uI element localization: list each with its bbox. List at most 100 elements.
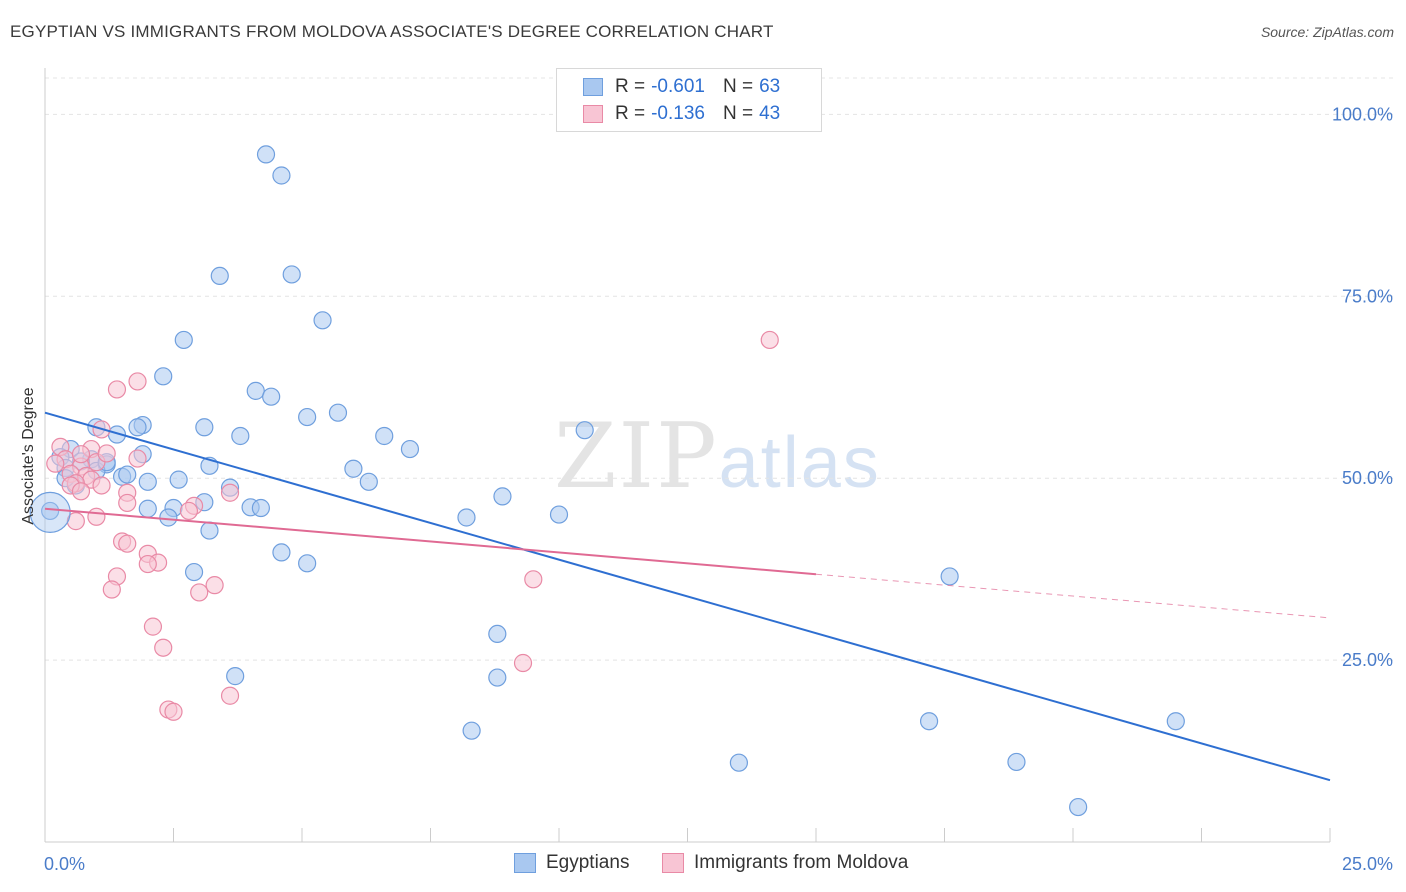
y-tick-label: 75.0% bbox=[1342, 286, 1393, 306]
data-point bbox=[272, 543, 291, 562]
data-point bbox=[179, 501, 199, 521]
data-point bbox=[220, 686, 240, 705]
data-point bbox=[1166, 712, 1185, 731]
correlation-legend: R = -0.601 N = 63 R = -0.136 N = 43 bbox=[556, 68, 822, 132]
data-point bbox=[41, 501, 60, 521]
legend-label-egyptians: Egyptians bbox=[546, 852, 630, 873]
data-point bbox=[128, 372, 147, 391]
legend-r-value: -0.136 bbox=[651, 103, 705, 124]
data-point bbox=[154, 367, 173, 386]
data-point bbox=[138, 499, 157, 518]
data-point bbox=[251, 498, 270, 518]
data-point bbox=[118, 534, 137, 553]
data-point bbox=[102, 580, 121, 599]
data-point bbox=[210, 266, 229, 286]
source-label: Source: ZipAtlas.com bbox=[1260, 24, 1394, 40]
legend-swatch-moldova bbox=[662, 853, 684, 873]
legend-row-moldova: R = -0.136 N = 43 bbox=[583, 102, 780, 126]
data-point bbox=[940, 567, 959, 586]
data-point bbox=[493, 487, 512, 506]
data-point bbox=[462, 721, 481, 740]
legend-row-egyptians: R = -0.601 N = 63 bbox=[583, 75, 780, 99]
data-point bbox=[220, 483, 240, 502]
data-point bbox=[138, 554, 157, 574]
series-legend: Egyptians Immigrants from Moldova bbox=[0, 852, 1406, 878]
y-tick-label: 25.0% bbox=[1342, 650, 1393, 670]
data-point bbox=[246, 381, 265, 400]
legend-swatch-egyptians bbox=[514, 853, 536, 873]
data-point bbox=[128, 449, 147, 468]
data-point bbox=[118, 493, 137, 513]
tick-labels: 25.0% 50.0% 75.0% 100.0% 0.0% 25.0% bbox=[44, 104, 1393, 874]
data-point bbox=[513, 653, 533, 673]
data-point bbox=[298, 407, 317, 427]
data-point bbox=[195, 418, 214, 437]
data-point bbox=[400, 439, 420, 459]
data-point bbox=[231, 426, 250, 446]
x-tick-label: 25.0% bbox=[1342, 854, 1393, 874]
legend-n-label: N = bbox=[722, 76, 754, 97]
data-point bbox=[375, 426, 394, 446]
data-point bbox=[190, 583, 209, 602]
data-point bbox=[71, 482, 91, 501]
x-tick-label: 0.0% bbox=[44, 854, 85, 874]
legend-n-value: 43 bbox=[759, 103, 781, 124]
data-point bbox=[118, 465, 137, 484]
data-point bbox=[184, 562, 204, 582]
legend-r-label: R = bbox=[615, 76, 646, 97]
grid-lines bbox=[45, 77, 1395, 661]
data-point bbox=[71, 445, 91, 464]
data-point bbox=[313, 311, 332, 330]
data-point bbox=[262, 387, 281, 406]
watermark: ZIPatlas bbox=[554, 404, 881, 509]
axes bbox=[44, 68, 1331, 843]
data-points bbox=[29, 145, 1185, 817]
legend-n-value: 63 bbox=[759, 76, 781, 97]
legend-n-label: N = bbox=[722, 103, 754, 124]
data-point bbox=[128, 418, 147, 437]
trend-line-moldova bbox=[44, 507, 817, 576]
data-point bbox=[488, 668, 507, 687]
legend-r-value: -0.601 bbox=[651, 76, 705, 97]
data-point bbox=[344, 459, 363, 478]
data-point bbox=[92, 476, 111, 495]
watermark-zip: ZIP bbox=[554, 404, 719, 509]
trend-lines bbox=[44, 411, 1331, 782]
y-tick-label: 100.0% bbox=[1332, 104, 1393, 124]
legend-swatch-moldova bbox=[583, 105, 603, 123]
legend-item-egyptians[interactable]: Egyptians bbox=[514, 852, 629, 874]
trend-line-egyptians bbox=[44, 411, 1331, 782]
data-point bbox=[256, 145, 276, 164]
watermark-atlas: atlas bbox=[718, 423, 881, 503]
chart-title: EGYPTIAN VS IMMIGRANTS FROM MOLDOVA ASSO… bbox=[10, 22, 774, 41]
data-point bbox=[143, 617, 163, 636]
y-tick-label: 50.0% bbox=[1342, 468, 1393, 488]
data-point bbox=[159, 508, 178, 527]
legend-item-moldova[interactable]: Immigrants from Moldova bbox=[662, 852, 908, 874]
data-point bbox=[328, 403, 348, 422]
data-point bbox=[205, 576, 224, 595]
data-point bbox=[524, 570, 543, 589]
trend-line-moldova-extension bbox=[815, 573, 1331, 619]
data-point bbox=[298, 554, 317, 573]
data-point bbox=[164, 702, 183, 721]
legend-swatch-egyptians bbox=[583, 78, 603, 96]
data-point bbox=[549, 505, 569, 524]
data-point bbox=[29, 491, 71, 533]
data-point bbox=[282, 265, 301, 284]
data-point bbox=[575, 421, 594, 440]
data-point bbox=[97, 444, 116, 463]
data-point bbox=[174, 330, 193, 350]
data-point bbox=[919, 712, 939, 731]
data-point bbox=[488, 624, 507, 644]
data-point bbox=[1069, 797, 1088, 817]
data-point bbox=[107, 380, 127, 399]
data-point bbox=[154, 638, 173, 657]
data-point bbox=[46, 454, 65, 473]
data-point bbox=[226, 667, 245, 686]
data-point bbox=[1007, 752, 1026, 772]
data-point bbox=[760, 330, 779, 350]
data-point bbox=[87, 507, 106, 526]
y-axis-label: Associate's Degree bbox=[20, 387, 37, 524]
